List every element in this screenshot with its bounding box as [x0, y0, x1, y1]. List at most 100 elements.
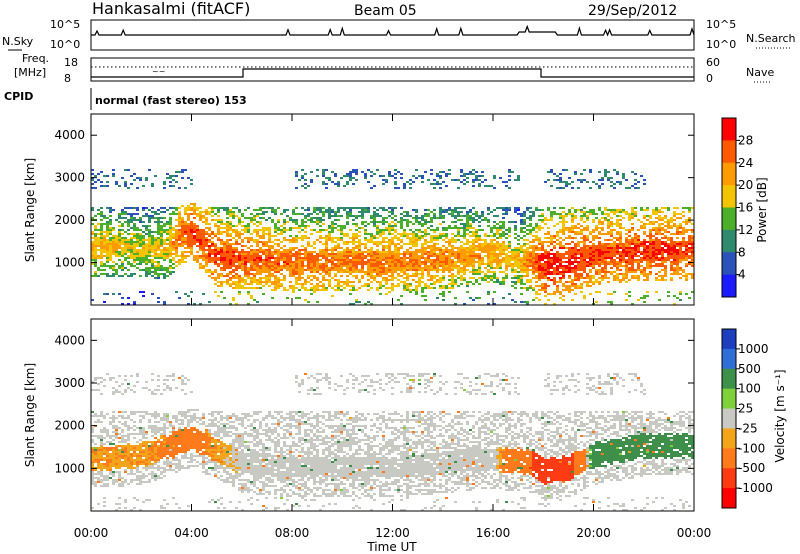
heatmap-cell	[229, 273, 232, 275]
heatmap-cell	[322, 289, 325, 291]
heatmap-cell	[217, 263, 220, 265]
heatmap-cell	[316, 213, 319, 215]
heatmap-cell	[472, 241, 475, 243]
heatmap-cell	[292, 249, 295, 251]
heatmap-cell	[604, 233, 607, 235]
heatmap-cell	[178, 219, 181, 221]
heatmap-cell	[346, 211, 349, 213]
heatmap-cell	[106, 241, 109, 243]
heatmap-cell	[460, 247, 463, 249]
heatmap-cell	[577, 179, 580, 181]
heatmap-cell	[199, 229, 202, 231]
heatmap-cell	[103, 223, 106, 225]
heatmap-cell	[457, 267, 460, 269]
heatmap-cell	[337, 215, 340, 217]
heatmap-cell	[526, 233, 529, 235]
heatmap-cell	[193, 229, 196, 231]
heatmap-cell	[265, 259, 268, 261]
heatmap-cell	[247, 257, 250, 259]
noise-left-tick-high: 10^5	[50, 18, 80, 31]
heatmap-cell	[136, 219, 139, 221]
heatmap-cell	[238, 211, 241, 213]
heatmap-cell	[406, 215, 409, 217]
heatmap-cell	[196, 225, 199, 227]
heatmap-cell	[94, 235, 97, 237]
heatmap-cell	[199, 243, 202, 245]
heatmap-cell	[244, 237, 247, 239]
heatmap-cell	[157, 231, 160, 233]
heatmap-cell	[628, 235, 631, 237]
heatmap-cell	[622, 173, 625, 175]
heatmap-cell	[574, 209, 577, 211]
heatmap-cell	[355, 169, 358, 171]
heatmap-cell	[496, 237, 499, 239]
heatmap-cell	[520, 219, 523, 221]
heatmap-cell	[442, 257, 445, 259]
heatmap-cell	[469, 281, 472, 283]
heatmap-cell	[250, 269, 253, 271]
heatmap-cell	[229, 279, 232, 281]
heatmap-cell	[391, 175, 394, 177]
heatmap-cell	[109, 223, 112, 225]
heatmap-cell	[349, 293, 352, 295]
heatmap-cell	[595, 251, 598, 253]
heatmap-cell	[583, 215, 586, 217]
heatmap-cell	[187, 251, 190, 253]
heatmap-cell	[451, 221, 454, 223]
heatmap-cell	[508, 247, 511, 249]
heatmap-cell	[232, 211, 235, 213]
heatmap-cell	[250, 277, 253, 279]
heatmap-cell	[631, 267, 634, 269]
heatmap-cell	[472, 299, 475, 301]
heatmap-cell	[463, 273, 466, 275]
heatmap-cell	[511, 171, 514, 173]
heatmap-cell	[193, 213, 196, 215]
heatmap-cell	[637, 277, 640, 279]
heatmap-cell	[469, 251, 472, 253]
heatmap-cell	[352, 275, 355, 277]
heatmap-cell	[502, 257, 505, 259]
heatmap-cell	[571, 289, 574, 291]
heatmap-cell	[358, 215, 361, 217]
heatmap-cell	[352, 219, 355, 221]
heatmap-cell	[601, 263, 604, 265]
heatmap-cell	[208, 227, 211, 229]
heatmap-cell	[313, 221, 316, 223]
heatmap-cell	[619, 253, 622, 255]
heatmap-cell	[478, 297, 481, 299]
heatmap-cell	[388, 249, 391, 251]
heatmap-cell	[472, 247, 475, 249]
heatmap-cell	[235, 273, 238, 275]
heatmap-cell	[142, 207, 145, 209]
heatmap-cell	[556, 271, 559, 273]
heatmap-cell	[229, 267, 232, 269]
heatmap-cell	[325, 261, 328, 263]
heatmap-cell	[334, 173, 337, 175]
heatmap-cell	[259, 267, 262, 269]
heatmap-cell	[523, 231, 526, 233]
heatmap-cell	[388, 261, 391, 263]
heatmap-cell	[478, 265, 481, 267]
heatmap-cell	[385, 263, 388, 265]
heatmap-cell	[112, 265, 115, 267]
heatmap-cell	[211, 243, 214, 245]
heatmap-cell	[532, 213, 535, 215]
heatmap-cell	[154, 269, 157, 271]
heatmap-cell	[604, 251, 607, 253]
heatmap-cell	[436, 255, 439, 257]
heatmap-cell	[238, 275, 241, 277]
heatmap-cell	[328, 237, 331, 239]
heatmap-cell	[190, 207, 193, 209]
heatmap-cell	[577, 277, 580, 279]
heatmap-cell	[226, 257, 229, 259]
heatmap-cell	[604, 243, 607, 245]
heatmap-cell	[583, 247, 586, 249]
heatmap-cell	[370, 275, 373, 277]
heatmap-cell	[529, 233, 532, 235]
heatmap-cell	[94, 261, 97, 263]
heatmap-cell	[295, 269, 298, 271]
heatmap-cell	[106, 273, 109, 275]
heatmap-cell	[367, 269, 370, 271]
heatmap-cell	[157, 269, 160, 271]
heatmap-cell	[547, 269, 550, 271]
